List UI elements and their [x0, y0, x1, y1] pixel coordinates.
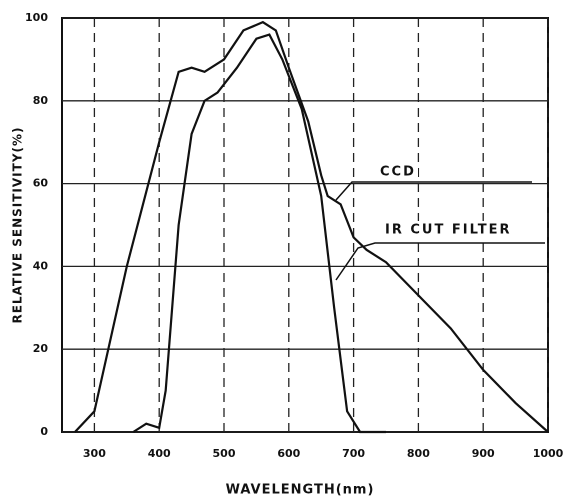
x-tick-label: 500 [213, 447, 236, 460]
y-tick-label: 60 [33, 177, 49, 190]
leader-line [335, 181, 532, 201]
x-tick-label: 300 [83, 447, 106, 460]
x-tick-label: 900 [472, 447, 495, 460]
leader-line [335, 242, 545, 281]
label-bg [381, 221, 543, 239]
y-tick-label: 20 [33, 342, 49, 355]
x-tick-label: 1000 [533, 447, 564, 460]
y-tick-label: 100 [25, 11, 48, 24]
series-line [132, 33, 386, 434]
annotation-label: IR CUT FILTER [385, 223, 511, 238]
y-tick-label: 0 [40, 425, 48, 438]
y-tick-label: 80 [33, 94, 49, 107]
annotation-label: CCD [380, 165, 416, 180]
y-tick-label: 40 [33, 259, 49, 272]
x-tick-label: 700 [342, 447, 365, 460]
series-line [74, 20, 549, 433]
x-tick-label: 800 [407, 447, 430, 460]
x-axis-label: WAVELENGTH(nm) [226, 483, 375, 498]
x-tick-label: 600 [277, 447, 300, 460]
label-bg [376, 163, 418, 181]
y-axis-label: RELATIVE SENSITIVITY(%) [11, 126, 25, 323]
x-tick-label: 400 [148, 447, 171, 460]
